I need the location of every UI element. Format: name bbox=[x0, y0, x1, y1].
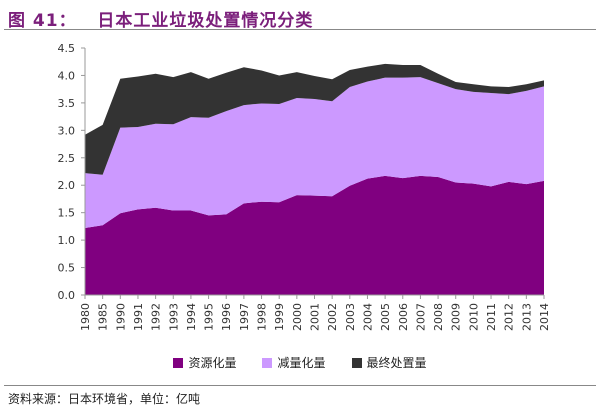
x-tick-label: 2012 bbox=[503, 303, 516, 331]
legend-swatch bbox=[173, 357, 184, 368]
x-tick-label: 1999 bbox=[273, 303, 286, 331]
x-tick-label: 2000 bbox=[291, 303, 304, 331]
y-tick-label: 1.0 bbox=[58, 234, 76, 247]
x-tick-label: 2013 bbox=[520, 303, 533, 331]
y-tick-label: 3.5 bbox=[58, 97, 76, 110]
y-tick-label: 0.5 bbox=[58, 262, 76, 275]
x-tick-label: 1995 bbox=[203, 303, 216, 331]
x-tick-label: 1990 bbox=[114, 303, 127, 331]
y-tick-label: 4.5 bbox=[58, 42, 76, 55]
source-divider bbox=[4, 385, 596, 386]
x-tick-label: 2002 bbox=[326, 303, 339, 331]
x-tick-label: 2014 bbox=[538, 303, 551, 331]
source-note: 资料来源：日本环境省，单位：亿吨 bbox=[8, 392, 201, 406]
legend-label: 资源化量 bbox=[188, 356, 237, 370]
x-tick-label: 2004 bbox=[361, 303, 374, 331]
x-tick-label: 2006 bbox=[397, 303, 410, 331]
legend-label: 最终处置量 bbox=[366, 356, 427, 370]
x-tick-label: 2007 bbox=[414, 303, 427, 331]
x-tick-label: 2010 bbox=[467, 303, 480, 331]
y-tick-label: 2.0 bbox=[58, 179, 76, 192]
legend-label: 减量化量 bbox=[277, 356, 326, 370]
legend-item: 减量化量 bbox=[262, 354, 326, 371]
x-tick-label: 2008 bbox=[432, 303, 445, 331]
figure-title: 图 41： 日本工业垃圾处置情况分类 bbox=[8, 11, 314, 31]
legend-item: 最终处置量 bbox=[351, 354, 427, 371]
x-tick-label: 2001 bbox=[309, 303, 322, 331]
x-tick-label: 1993 bbox=[167, 303, 180, 331]
x-tick-label: 1997 bbox=[238, 303, 251, 331]
legend-item: 资源化量 bbox=[173, 354, 236, 371]
title-divider bbox=[4, 29, 596, 30]
legend: 资源化量 减量化量 最终处置量 bbox=[0, 354, 600, 371]
x-tick-label: 1992 bbox=[150, 303, 163, 331]
x-tick-label: 1996 bbox=[220, 303, 233, 331]
x-tick-label: 1985 bbox=[97, 303, 110, 331]
y-tick-label: 2.5 bbox=[58, 152, 76, 165]
legend-swatch bbox=[262, 357, 273, 368]
stacked-area-chart: 0.0 0.5 1.0 1.5 2.0 2.5 3.0 3.5 4.0 4.5 1980 1985 19… bbox=[58, 42, 552, 331]
y-tick-label: 3.0 bbox=[58, 124, 76, 137]
x-tick-label: 1991 bbox=[132, 303, 145, 331]
x-tick-label: 2009 bbox=[450, 303, 463, 331]
area-series-1 bbox=[85, 175, 544, 295]
y-tick-label: 4.0 bbox=[58, 69, 76, 82]
x-tick-label: 2003 bbox=[344, 303, 357, 331]
area-series-2 bbox=[85, 77, 544, 229]
x-tick-label: 2011 bbox=[485, 303, 498, 331]
area-series-3 bbox=[85, 63, 544, 175]
x-tick-label: 2005 bbox=[379, 303, 392, 331]
legend-swatch bbox=[351, 357, 362, 368]
x-tick-label: 1998 bbox=[256, 303, 269, 331]
x-tick-label: 1980 bbox=[79, 303, 92, 331]
y-tick-label: 0.0 bbox=[58, 289, 76, 302]
x-tick-label: 1994 bbox=[185, 303, 198, 331]
y-tick-label: 1.5 bbox=[58, 207, 76, 220]
